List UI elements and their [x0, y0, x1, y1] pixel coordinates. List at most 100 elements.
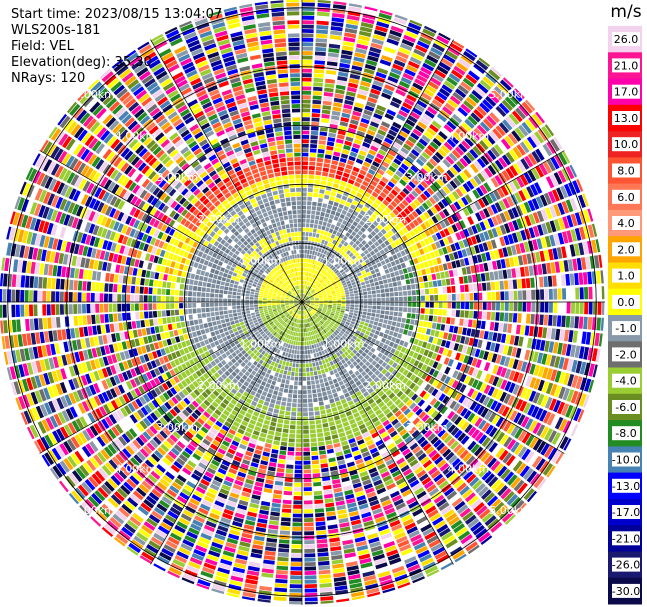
range-gate — [325, 404, 331, 410]
range-gate — [304, 531, 315, 536]
range-gate — [353, 227, 360, 233]
range-gate — [425, 267, 431, 275]
range-gate — [349, 240, 355, 246]
range-gate — [302, 121, 310, 126]
range-gate — [427, 144, 436, 154]
range-gate — [388, 315, 393, 321]
range-gate — [308, 179, 314, 184]
range-gate — [355, 177, 363, 184]
range-gate — [309, 157, 316, 162]
range-gate — [347, 179, 355, 185]
range-gate — [379, 96, 390, 104]
range-gate — [313, 82, 323, 87]
range-gate — [325, 227, 330, 232]
range-gate — [397, 317, 402, 322]
range-gate — [317, 432, 324, 438]
range-gate — [315, 379, 320, 385]
range-gate — [335, 419, 342, 425]
range-gate — [446, 262, 453, 270]
range-gate — [428, 281, 433, 288]
range-gate — [479, 263, 485, 272]
range-gate — [305, 281, 308, 285]
range-gate — [439, 220, 447, 229]
range-gate — [311, 121, 320, 127]
range-gate — [302, 240, 305, 245]
range-gate — [297, 341, 300, 346]
range-gate — [393, 216, 401, 224]
range-gate — [487, 302, 492, 311]
range-gate — [387, 244, 393, 251]
range-gate — [324, 381, 330, 387]
range-gate — [420, 223, 427, 231]
range-gate — [457, 326, 463, 335]
range-gate — [290, 575, 302, 580]
range-gate — [303, 487, 312, 492]
range-gate — [265, 479, 274, 485]
range-gate — [441, 279, 447, 286]
range-gate — [310, 144, 318, 149]
range-gate — [505, 116, 516, 128]
range-gate — [345, 308, 350, 312]
range-gate — [309, 424, 316, 430]
range-gate — [290, 420, 296, 425]
range-gate — [344, 311, 349, 314]
range-gate — [349, 246, 355, 252]
range-gate — [330, 191, 337, 197]
range-gate — [476, 158, 486, 168]
range-gate — [342, 220, 348, 226]
range-gate — [339, 394, 345, 400]
range-gate — [381, 210, 389, 217]
range-gate — [328, 238, 334, 243]
range-gate — [304, 575, 317, 580]
range-gate — [446, 286, 452, 293]
range-gate — [337, 259, 342, 265]
range-gate — [304, 513, 314, 518]
range-gate — [340, 153, 349, 159]
range-gate — [271, 394, 277, 400]
range-gate — [334, 276, 339, 281]
range-gate — [281, 512, 291, 518]
range-gate — [401, 334, 407, 341]
range-gate — [394, 306, 399, 312]
range-gate — [403, 34, 416, 43]
range-gate — [334, 197, 341, 203]
range-gate — [331, 374, 336, 380]
range-gate — [268, 524, 279, 530]
range-gate — [370, 237, 377, 243]
range-gate — [331, 266, 336, 271]
range-gate — [269, 384, 275, 390]
range-gate — [338, 67, 350, 73]
range-gate — [330, 119, 339, 125]
range-gate — [544, 124, 555, 137]
range-gate — [308, 241, 311, 246]
range-gate — [274, 431, 282, 437]
range-gate — [304, 579, 317, 584]
range-gate — [306, 336, 309, 341]
range-gate — [357, 39, 370, 46]
range-gate — [366, 315, 371, 320]
range-gate — [303, 456, 311, 461]
range-gate — [378, 266, 384, 272]
range-gate — [512, 178, 521, 190]
range-gate — [312, 348, 316, 354]
range-gate — [326, 208, 331, 214]
range-gate — [455, 335, 462, 343]
range-gate — [336, 305, 341, 308]
range-gate — [335, 278, 340, 282]
range-gate — [376, 289, 381, 294]
range-gate — [453, 201, 462, 211]
range-gate — [307, 281, 310, 286]
range-gate — [406, 94, 417, 103]
range-gate — [512, 313, 518, 323]
range-gate — [315, 215, 320, 220]
range-gate — [282, 360, 286, 366]
range-gate — [351, 170, 358, 177]
range-gate — [320, 383, 325, 388]
range-gate — [310, 288, 314, 293]
range-gate — [302, 81, 312, 86]
range-gate — [313, 397, 318, 403]
range-gate — [311, 206, 317, 211]
range-gate — [312, 393, 318, 398]
range-gate — [342, 45, 354, 52]
range-gate — [386, 324, 391, 330]
